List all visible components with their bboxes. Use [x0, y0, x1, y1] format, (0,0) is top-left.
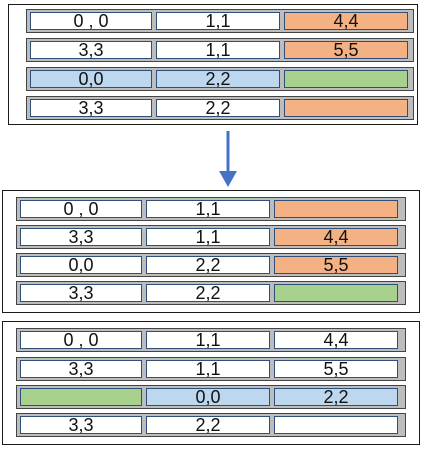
- panel-2-row-4-cell-3: [274, 284, 398, 302]
- panel-1-row-3-cell-2: 2,2: [156, 70, 280, 88]
- panel-3-row-1: 0 , 0 1,1 4,4: [16, 328, 406, 352]
- panel-1-row-2-cell-1: 3,3: [30, 41, 152, 59]
- panel-2-row-2-cell-2: 1,1: [146, 228, 270, 246]
- panel-2-row-3-cell-2: 2,2: [146, 256, 270, 274]
- panel-2-row-2-cell-3: 4,4: [274, 228, 398, 246]
- panel-3-row-4: 3,3 2,2: [16, 413, 406, 437]
- panel-3-row-4-cell-3: [274, 416, 398, 434]
- panel-1-row-1-cell-3: 4,4: [284, 12, 408, 30]
- panel-3-row-3-cell-2: 0,0: [146, 388, 270, 406]
- panel-3-row-2-cell-1: 3,3: [20, 360, 142, 378]
- panel-2-row-3: 0,0 2,2 5,5: [16, 253, 406, 277]
- panel-3-row-2-cell-2: 1,1: [146, 360, 270, 378]
- panel-3-row-4-cell-2: 2,2: [146, 416, 270, 434]
- panel-2: 0 , 0 1,1 3,3 1,1 4,4 0,0 2,2 5,5 3,3 2,…: [2, 190, 420, 313]
- panel-1-row-1-cell-1: 0 , 0: [30, 12, 152, 30]
- panel-2-row-2-cell-1: 3,3: [20, 228, 142, 246]
- panel-2-row-3-cell-1: 0,0: [20, 256, 142, 274]
- panel-2-row-4-cell-1: 3,3: [20, 284, 142, 302]
- panel-3-row-2: 3,3 1,1 5,5: [16, 357, 406, 381]
- panel-2-row-4: 3,3 2,2: [16, 281, 406, 305]
- panel-2-row-1-cell-2: 1,1: [146, 200, 270, 218]
- panel-3-row-3-cell-1: [20, 388, 142, 406]
- panel-3-row-2-cell-3: 5,5: [274, 360, 398, 378]
- panel-3-row-1-cell-1: 0 , 0: [20, 331, 142, 349]
- panel-3-row-3-cell-3: 2,2: [274, 388, 398, 406]
- panel-1-row-1: 0 , 0 1,1 4,4: [26, 9, 414, 33]
- panel-1-row-1-cell-2: 1,1: [156, 12, 280, 30]
- panel-3-row-1-cell-3: 4,4: [274, 331, 398, 349]
- down-arrow-icon: [219, 131, 237, 187]
- panel-3-row-4-cell-1: 3,3: [20, 416, 142, 434]
- panel-1-row-4-cell-2: 2,2: [156, 99, 280, 117]
- panel-1-row-4: 3,3 2,2: [26, 96, 414, 120]
- panel-3-row-1-cell-2: 1,1: [146, 331, 270, 349]
- panel-1-row-2: 3,3 1,1 5,5: [26, 38, 414, 62]
- panel-2-row-1-cell-1: 0 , 0: [20, 200, 142, 218]
- panel-2-row-1-cell-3: [274, 200, 398, 218]
- panel-1-row-3-cell-3: [284, 70, 408, 88]
- panel-3: 0 , 0 1,1 4,4 3,3 1,1 5,5 0,0 2,2 3,3 2,…: [2, 321, 420, 445]
- panel-3-row-3: 0,0 2,2: [16, 385, 406, 409]
- panel-2-row-1: 0 , 0 1,1: [16, 197, 406, 221]
- panel-1-row-3: 0,0 2,2: [26, 67, 414, 91]
- panel-1-row-2-cell-2: 1,1: [156, 41, 280, 59]
- panel-1-row-3-cell-1: 0,0: [30, 70, 152, 88]
- panel-1: 0 , 0 1,1 4,4 3,3 1,1 5,5 0,0 2,2 3,3 2,…: [8, 4, 418, 125]
- panel-1-row-2-cell-3: 5,5: [284, 41, 408, 59]
- panel-1-row-4-cell-3: [284, 99, 408, 117]
- panel-2-row-2: 3,3 1,1 4,4: [16, 225, 406, 249]
- panel-1-row-4-cell-1: 3,3: [30, 99, 152, 117]
- panel-2-row-3-cell-3: 5,5: [274, 256, 398, 274]
- panel-2-row-4-cell-2: 2,2: [146, 284, 270, 302]
